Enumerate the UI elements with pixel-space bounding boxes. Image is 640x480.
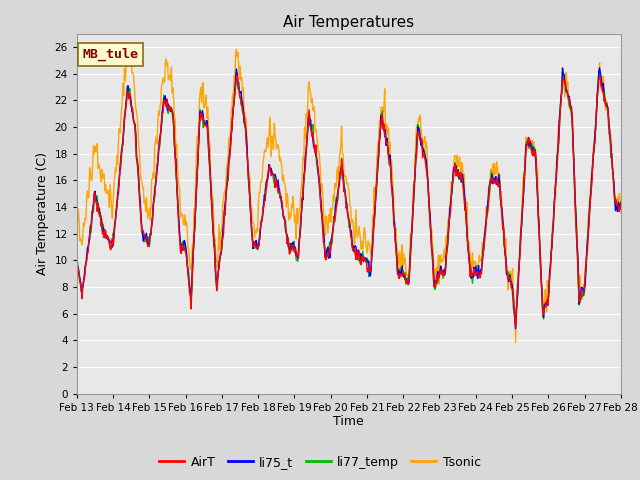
- X-axis label: Time: Time: [333, 415, 364, 429]
- Text: MB_tule: MB_tule: [82, 48, 138, 61]
- Legend: AirT, li75_t, li77_temp, Tsonic: AirT, li75_t, li77_temp, Tsonic: [154, 451, 486, 474]
- Y-axis label: Air Temperature (C): Air Temperature (C): [36, 152, 49, 275]
- Title: Air Temperatures: Air Temperatures: [284, 15, 414, 30]
